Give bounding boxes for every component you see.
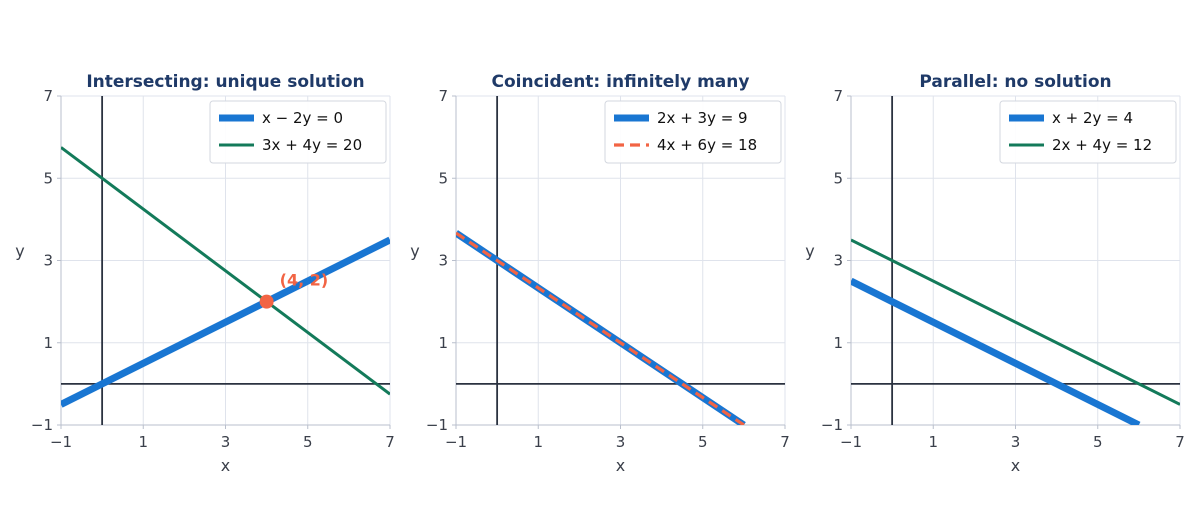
x-tick-label: 7 bbox=[780, 433, 790, 451]
y-tick-label: 3 bbox=[43, 252, 53, 270]
x-axis-label: x bbox=[1011, 456, 1020, 475]
y-axis-label: y bbox=[15, 242, 24, 261]
legend-label: x + 2y = 4 bbox=[1052, 109, 1133, 127]
x-tick-label: 3 bbox=[616, 433, 626, 451]
y-tick-label: 1 bbox=[43, 334, 53, 352]
legend-label: 3x + 4y = 20 bbox=[262, 136, 362, 154]
y-tick-label: 7 bbox=[43, 87, 53, 105]
y-tick-label: 1 bbox=[833, 334, 843, 352]
x-tick-label: −1 bbox=[445, 433, 467, 451]
y-tick-label: 7 bbox=[438, 87, 448, 105]
x-tick-label: 1 bbox=[138, 433, 148, 451]
x-tick-label: 3 bbox=[1011, 433, 1021, 451]
y-tick-label: 5 bbox=[438, 169, 448, 187]
y-tick-label: −1 bbox=[31, 416, 53, 434]
chart-panel-1: −1 1 3 5 7 −1 1 3 5 7 x y Intersecting: unique solut… bbox=[15, 72, 395, 475]
series-line-1 bbox=[61, 236, 390, 408]
y-tick-label: 5 bbox=[833, 169, 843, 187]
series-layer bbox=[851, 238, 1180, 425]
x-tick-label: −1 bbox=[840, 433, 862, 451]
x-tick-label: 1 bbox=[533, 433, 543, 451]
chart-title: Parallel: no solution bbox=[919, 72, 1111, 92]
chart-panel-2: −1 1 3 5 7 −1 1 3 5 7 x y Coincident: infinitely man… bbox=[410, 72, 790, 475]
x-tick-label: 7 bbox=[1175, 433, 1185, 451]
series-layer bbox=[456, 230, 746, 425]
series-line-1 bbox=[851, 277, 1141, 425]
x-axis-label: x bbox=[616, 456, 625, 475]
y-axis-label: y bbox=[410, 242, 419, 261]
x-tick-label: 5 bbox=[698, 433, 708, 451]
y-axis-label: y bbox=[805, 242, 814, 261]
series-line-2 bbox=[61, 146, 390, 396]
legend-label: x − 2y = 0 bbox=[262, 109, 343, 127]
series-layer bbox=[61, 146, 390, 408]
y-tick-label: 3 bbox=[438, 252, 448, 270]
x-axis-label: x bbox=[221, 456, 230, 475]
x-tick-label: 7 bbox=[385, 433, 395, 451]
y-tick-label: 3 bbox=[833, 252, 843, 270]
x-tick-label: 3 bbox=[221, 433, 231, 451]
legend: x − 2y = 0 3x + 4y = 20 bbox=[209, 100, 387, 164]
intersection-point bbox=[259, 294, 274, 309]
x-tick-label: 1 bbox=[928, 433, 938, 451]
y-tick-label: 7 bbox=[833, 87, 843, 105]
chart-title: Intersecting: unique solution bbox=[86, 72, 364, 92]
series-line-2 bbox=[456, 231, 745, 425]
y-tick-label: −1 bbox=[821, 416, 843, 434]
y-tick-label: 1 bbox=[438, 334, 448, 352]
chart-panel-3: −1 1 3 5 7 −1 1 3 5 7 x y Parallel: no solution x + 2… bbox=[805, 72, 1185, 475]
legend-label: 2x + 4y = 12 bbox=[1052, 136, 1152, 154]
legend-label: 2x + 3y = 9 bbox=[657, 109, 748, 127]
x-tick-label: 5 bbox=[303, 433, 313, 451]
x-tick-label: −1 bbox=[50, 433, 72, 451]
legend-label: 4x + 6y = 18 bbox=[657, 136, 757, 154]
y-tick-label: −1 bbox=[426, 416, 448, 434]
chart-title: Coincident: infinitely many bbox=[492, 72, 750, 92]
legend: 2x + 3y = 9 4x + 6y = 18 bbox=[604, 100, 782, 164]
legend: x + 2y = 4 2x + 4y = 12 bbox=[999, 100, 1177, 164]
series-line-2 bbox=[851, 238, 1180, 406]
x-tick-label: 5 bbox=[1093, 433, 1103, 451]
intersection-label: (4, 2) bbox=[280, 271, 329, 290]
y-tick-label: 5 bbox=[43, 169, 53, 187]
